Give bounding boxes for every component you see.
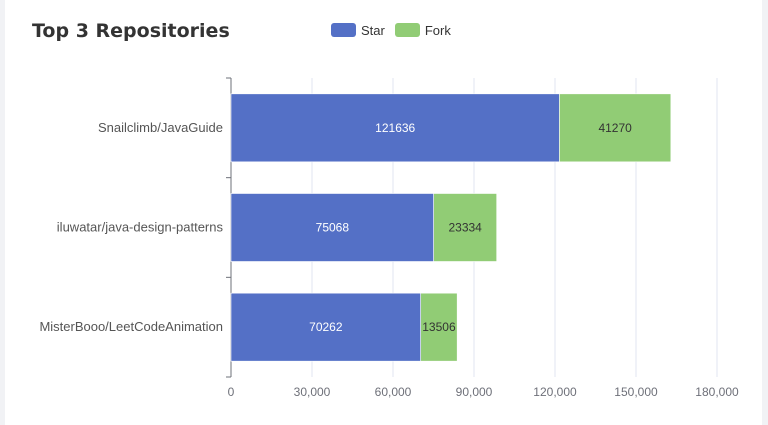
data-label-fork: 23334: [448, 221, 482, 235]
bar-fork[interactable]: [559, 93, 672, 163]
data-label-star: 70262: [309, 320, 343, 334]
x-tick-label: 120,000: [533, 385, 577, 399]
bar-star[interactable]: [230, 93, 560, 163]
chart-legend: Star Fork: [331, 22, 461, 38]
x-tick-label: 180,000: [695, 385, 739, 399]
x-tick-label: 30,000: [294, 385, 331, 399]
legend-label-star: Star: [361, 22, 385, 38]
bar-fork[interactable]: [420, 292, 458, 362]
data-label-fork: 41270: [598, 121, 632, 135]
legend-label-fork: Fork: [424, 22, 451, 38]
bar-fork[interactable]: [433, 193, 497, 262]
chart-title: Top 3 Repositories: [32, 20, 230, 42]
category-label: iluwatar/java-design-patterns: [57, 220, 224, 235]
data-label-star: 75068: [316, 221, 350, 235]
data-label-fork: 13506: [422, 320, 456, 334]
legend-swatch-star: [331, 23, 356, 37]
x-tick-label: 150,000: [614, 385, 658, 399]
legend-item-fork[interactable]: Fork: [394, 22, 451, 38]
legend-swatch-fork: [394, 23, 420, 37]
category-label: Snailclimb/JavaGuide: [98, 120, 223, 135]
bar-star[interactable]: [230, 193, 434, 262]
x-tick-label: 0: [228, 385, 235, 399]
x-tick-label: 60,000: [375, 385, 412, 399]
x-tick-label: 90,000: [456, 385, 493, 399]
data-label-star: 121636: [375, 121, 415, 135]
category-label: MisterBooo/LeetCodeAnimation: [39, 319, 223, 334]
legend-item-star[interactable]: Star: [331, 23, 385, 38]
bar-star[interactable]: [230, 292, 422, 362]
